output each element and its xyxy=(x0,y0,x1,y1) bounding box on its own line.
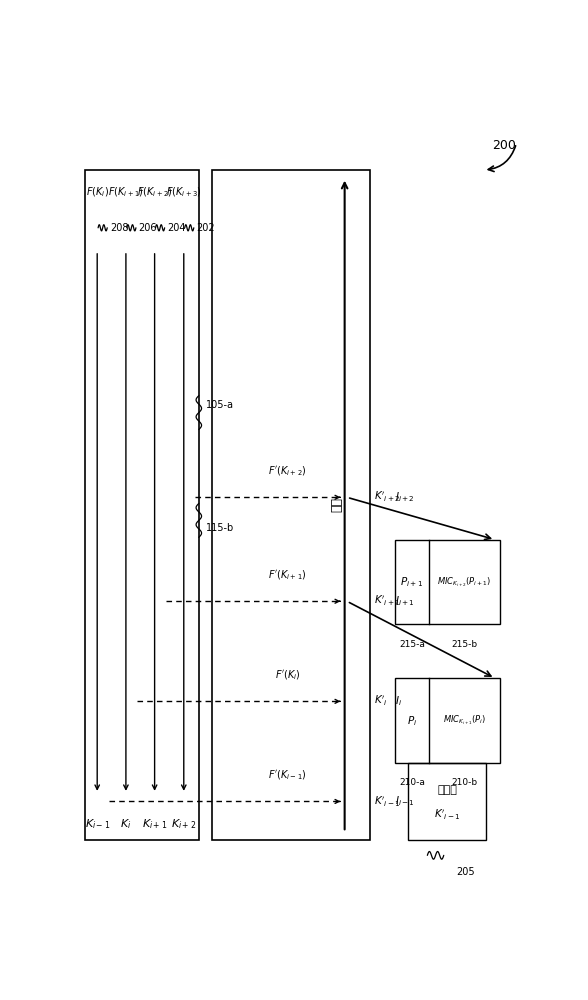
Text: $K'_i$: $K'_i$ xyxy=(375,694,388,708)
Bar xyxy=(85,170,199,840)
Text: $MIC_{K_{i+1}}(P_i)$: $MIC_{K_{i+1}}(P_i)$ xyxy=(443,714,486,727)
Text: $F'(K_{i+1})$: $F'(K_{i+1})$ xyxy=(268,568,307,582)
Bar xyxy=(212,170,370,840)
Text: $K'_{i-1}$: $K'_{i-1}$ xyxy=(375,794,401,809)
Text: $K'_{i-1}$: $K'_{i-1}$ xyxy=(434,808,460,822)
Text: $F(K_{i+2})$: $F(K_{i+2})$ xyxy=(137,185,172,199)
Text: 210-a: 210-a xyxy=(399,778,425,787)
Bar xyxy=(395,678,500,763)
Text: $MIC_{K_{i+2}}(P_{i+1})$: $MIC_{K_{i+2}}(P_{i+1})$ xyxy=(437,575,492,589)
Text: 信任锔: 信任锔 xyxy=(437,785,457,795)
Text: 105-a: 105-a xyxy=(206,400,233,410)
Text: $K_{i+2}$: $K_{i+2}$ xyxy=(171,817,196,831)
Text: $K_{i-1}$: $K_{i-1}$ xyxy=(85,817,110,831)
Text: 204: 204 xyxy=(168,223,186,233)
Text: $K_i$: $K_i$ xyxy=(120,817,132,831)
Text: $K'_{i+2}$: $K'_{i+2}$ xyxy=(375,490,401,504)
Text: $F'(K_{i-1})$: $F'(K_{i-1})$ xyxy=(268,769,307,782)
Text: $F'(K_{i+2})$: $F'(K_{i+2})$ xyxy=(268,464,307,478)
Text: 215-a: 215-a xyxy=(399,640,425,649)
Text: 205: 205 xyxy=(456,867,475,877)
Bar xyxy=(395,540,500,624)
Text: $I_{i-1}$: $I_{i-1}$ xyxy=(395,795,415,808)
Text: $F(K_i)$: $F(K_i)$ xyxy=(86,185,109,199)
Text: $I_i$: $I_i$ xyxy=(395,694,402,708)
Text: $I_{i+1}$: $I_{i+1}$ xyxy=(395,594,415,608)
Text: $K_{i+1}$: $K_{i+1}$ xyxy=(142,817,167,831)
Bar xyxy=(409,763,486,840)
Text: 208: 208 xyxy=(110,223,128,233)
Text: $P_{i+1}$: $P_{i+1}$ xyxy=(400,575,423,589)
Text: 210-b: 210-b xyxy=(452,778,477,787)
Text: $F(K_{i+1})$: $F(K_{i+1})$ xyxy=(108,185,143,199)
Text: $F'(K_i)$: $F'(K_i)$ xyxy=(275,668,300,682)
Text: 215-b: 215-b xyxy=(452,640,477,649)
Text: $I_{i+2}$: $I_{i+2}$ xyxy=(395,490,415,504)
Text: $P_i$: $P_i$ xyxy=(407,714,417,728)
Text: 115-b: 115-b xyxy=(206,523,234,533)
Text: 202: 202 xyxy=(196,223,215,233)
Text: $K'_{i+1}$: $K'_{i+1}$ xyxy=(375,594,401,608)
Text: 206: 206 xyxy=(139,223,157,233)
Text: 200: 200 xyxy=(492,139,516,152)
Text: $F(K_{i+3})$: $F(K_{i+3})$ xyxy=(166,185,202,199)
Text: 时间: 时间 xyxy=(330,497,343,512)
